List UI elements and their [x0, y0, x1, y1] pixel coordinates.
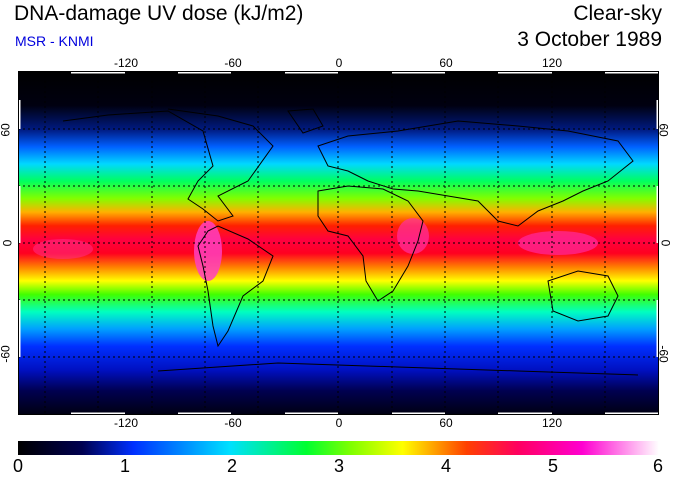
colorbar-label: 6: [652, 456, 664, 476]
lat-tick-right: 0: [658, 239, 673, 247]
greenland-coast: [287, 108, 324, 134]
colorbar: [18, 441, 659, 455]
andes-hotspot: [194, 221, 222, 281]
lat-tick-left: 0: [0, 239, 15, 247]
colorbar-label: 3: [333, 456, 345, 476]
map-title: DNA-damage UV dose (kJ/m2): [14, 2, 304, 25]
south-america-coast: [197, 225, 274, 348]
lon-tick-top: -60: [224, 56, 242, 70]
africa-coast: [317, 185, 424, 302]
graticule: [18, 71, 659, 415]
antarctica-coast: [157, 362, 639, 376]
lon-tick-bottom: -120: [113, 416, 139, 430]
colorbar-label: 4: [440, 456, 452, 476]
pacific-hotspot: [33, 239, 93, 259]
map-frame: [18, 71, 659, 415]
lat-tick-left: -60: [0, 345, 13, 363]
lon-tick-bottom: 60: [439, 416, 453, 430]
east-africa-hotspot: [397, 218, 429, 254]
north-america-coast: [62, 108, 274, 222]
product-type: Clear-sky: [573, 2, 662, 25]
lat-tick-left: 60: [0, 123, 13, 137]
lon-tick-bottom: -60: [224, 416, 242, 430]
lon-tick-bottom: 0: [335, 416, 343, 430]
eurasia-coast: [317, 120, 634, 227]
australia-coast: [547, 270, 619, 322]
uv-dose-map: [18, 71, 659, 415]
map-source: MSR - KNMI: [15, 33, 94, 49]
colorbar-gradient: [18, 441, 659, 455]
coastlines: [62, 108, 639, 376]
lon-tick-bottom: 120: [541, 416, 563, 430]
colorbar-label: 0: [12, 456, 24, 476]
colorbar-label: 5: [547, 456, 559, 476]
colorbar-label: 2: [226, 456, 238, 476]
lon-tick-top: 120: [541, 56, 563, 70]
lon-tick-top: 0: [335, 56, 343, 70]
colorbar-label: 1: [119, 456, 131, 476]
lon-tick-top: 60: [439, 56, 453, 70]
lon-tick-top: -120: [113, 56, 139, 70]
map-date: 3 October 1989: [517, 28, 662, 51]
